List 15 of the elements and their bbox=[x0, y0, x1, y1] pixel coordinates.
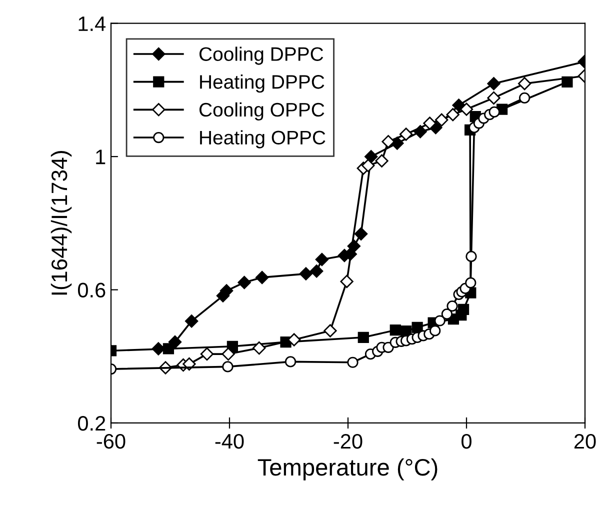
x-tick-label: -60 bbox=[96, 434, 126, 449]
x-tick-label: -20 bbox=[334, 434, 362, 449]
y-tick-label: 0.2 bbox=[78, 416, 106, 431]
legend-label: Heating DPPC bbox=[200, 74, 324, 93]
legend-label: Heating OPPC bbox=[200, 130, 326, 148]
legend-label: Cooling DPPC bbox=[199, 46, 324, 65]
x-tick-label: 20 bbox=[574, 434, 596, 449]
x-tick-label: -40 bbox=[215, 434, 244, 449]
x-axis-title: Temperature (°C) bbox=[258, 458, 438, 480]
y-axis-title: I(1644)/I(1734) bbox=[50, 151, 72, 295]
y-tick-label: 0.6 bbox=[78, 282, 106, 298]
y-tick-label: 1 bbox=[96, 150, 106, 164]
legend-label: Cooling OPPC bbox=[199, 102, 324, 121]
y-tick-label: 1.4 bbox=[78, 16, 106, 31]
x-tick-label: 0 bbox=[462, 434, 472, 449]
